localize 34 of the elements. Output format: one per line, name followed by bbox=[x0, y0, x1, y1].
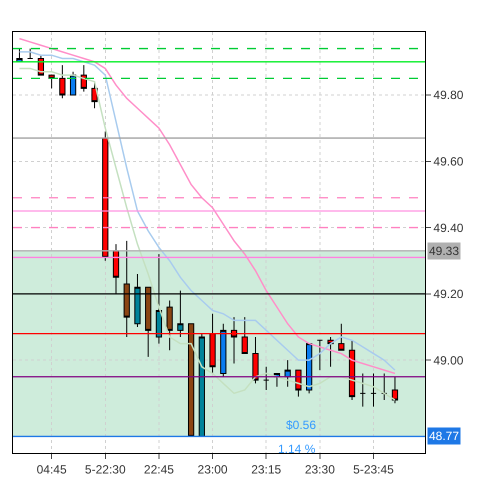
x-tick-label: 23:30 bbox=[304, 462, 336, 476]
y-tick-label: 49.80 bbox=[433, 88, 464, 102]
x-tick-label: 22:45 bbox=[144, 462, 174, 476]
x-tick-label: 5-23:45 bbox=[353, 462, 394, 476]
candlestick bbox=[59, 64, 66, 99]
candlestick bbox=[198, 333, 205, 437]
x-tick-label: 23:15 bbox=[251, 462, 282, 476]
candlestick bbox=[360, 372, 366, 408]
candlestick bbox=[27, 48, 34, 60]
candlestick bbox=[284, 360, 291, 388]
y-tick-label: 49.40 bbox=[433, 220, 464, 235]
ref-line-label: 48.77 bbox=[429, 429, 460, 443]
annotation: $0.56 bbox=[286, 418, 316, 432]
candlestick bbox=[327, 336, 334, 368]
candlestick bbox=[263, 366, 270, 391]
candlestick bbox=[166, 300, 173, 351]
x-tick-label: 04:45 bbox=[36, 462, 67, 476]
candlestick bbox=[392, 376, 398, 404]
x-tick-label: 5-22:30 bbox=[84, 462, 126, 476]
candlestick bbox=[220, 323, 226, 378]
ref-line-label: 49.33 bbox=[429, 244, 460, 258]
y-tick-label: 49.20 bbox=[433, 287, 464, 302]
y-tick-label: 49.00 bbox=[433, 353, 464, 368]
candlestick bbox=[381, 372, 388, 400]
candlestick bbox=[188, 323, 194, 437]
y-tick-label: 49.60 bbox=[433, 154, 464, 168]
annotation: 1.14 % bbox=[278, 442, 316, 456]
candlestick bbox=[48, 74, 55, 89]
candlestick bbox=[370, 372, 377, 408]
x-tick-label: 23:00 bbox=[198, 462, 228, 476]
candlestick bbox=[252, 336, 259, 384]
candlestick bbox=[102, 130, 108, 262]
candlestick bbox=[80, 64, 87, 92]
candlestick bbox=[316, 340, 323, 371]
